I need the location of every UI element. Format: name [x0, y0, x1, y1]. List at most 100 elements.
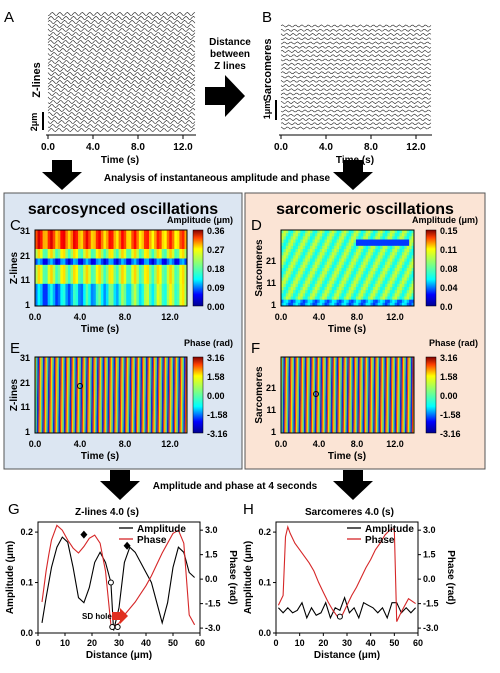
heat-cell — [169, 233, 173, 237]
heat-cell — [399, 280, 403, 285]
heat-cell — [404, 245, 408, 250]
e-heatmap-stripes — [35, 357, 187, 433]
heat-cell — [52, 245, 56, 250]
heat-cell — [116, 274, 119, 278]
d-cbar-tick-4: 0.0 — [440, 302, 453, 312]
heat-cell — [370, 233, 374, 237]
heat-cell — [358, 274, 362, 278]
heat-cell — [399, 299, 403, 304]
heat-cell — [93, 252, 97, 256]
heat-cell — [363, 252, 366, 256]
heat-cell — [285, 236, 289, 240]
heat-cell — [406, 261, 410, 266]
heat-cell — [60, 290, 64, 294]
heat-cell — [317, 230, 320, 234]
phase-stripe — [176, 357, 179, 433]
heat-cell — [409, 239, 412, 243]
phase-stripe — [118, 357, 121, 433]
heat-cell — [317, 302, 320, 307]
heat-cell — [310, 287, 313, 291]
heat-cell — [156, 236, 160, 240]
heat-cell — [317, 242, 320, 247]
heat-cell — [156, 268, 160, 272]
heat-cell — [281, 255, 284, 259]
heat-cell — [348, 245, 352, 250]
phase-stripe — [287, 357, 291, 433]
heat-cell — [57, 268, 61, 272]
heat-cell — [290, 249, 294, 253]
heat-cell — [52, 261, 56, 266]
heat-cell — [37, 245, 41, 250]
heat-cell — [310, 293, 313, 297]
heat-cell — [336, 255, 340, 259]
heat-cell — [62, 271, 66, 275]
heat-cell — [138, 233, 142, 237]
heat-cell — [118, 293, 122, 297]
heat-cell — [372, 264, 376, 269]
heat-cell — [90, 277, 94, 281]
heat-cell — [95, 299, 99, 304]
heat-cell — [65, 290, 69, 294]
heat-cell — [281, 268, 284, 272]
heat-cell — [45, 277, 48, 281]
heat-cell — [339, 245, 342, 250]
heat-cell — [302, 230, 306, 234]
heat-cell — [166, 249, 170, 253]
heat-cell — [141, 264, 145, 269]
heat-cell — [404, 287, 408, 291]
heat-cell — [35, 277, 38, 281]
heat-cell — [297, 271, 301, 275]
heat-cell — [169, 261, 173, 266]
heat-cell — [156, 299, 160, 304]
heat-cell — [406, 271, 410, 275]
heat-cell — [42, 230, 46, 234]
heat-cell — [394, 264, 398, 269]
heat-cell — [123, 249, 127, 253]
heat-cell — [151, 299, 155, 304]
x-tick-label: 40 — [141, 638, 151, 648]
heat-cell — [159, 236, 162, 240]
heat-cell — [83, 296, 86, 300]
heat-cell — [40, 280, 43, 285]
heat-cell — [169, 274, 173, 278]
heat-cell — [319, 287, 323, 291]
heat-cell — [353, 264, 357, 269]
heat-cell — [281, 264, 284, 269]
heat-cell — [126, 239, 130, 243]
heat-cell — [397, 233, 400, 237]
heat-cell — [100, 274, 104, 278]
heat-cell — [307, 274, 311, 278]
heat-cell — [331, 239, 335, 243]
d-xtick-2: 8.0 — [351, 312, 364, 322]
heat-cell — [305, 280, 308, 285]
heat-cell — [108, 283, 112, 288]
y2-tick-label: 0.0 — [205, 574, 218, 584]
heat-cell — [80, 236, 84, 240]
panel-a-axis: 0.0 4.0 8.0 12.0 Time (s) Z-lines 2μm — [29, 62, 196, 166]
heat-cell — [305, 264, 308, 269]
heat-cell — [47, 236, 51, 240]
f-heatmap-stripes — [281, 357, 414, 433]
heat-cell — [322, 261, 325, 266]
heat-cell — [42, 277, 46, 281]
heat-cell — [75, 252, 79, 256]
heat-cell — [83, 280, 86, 285]
heat-cell — [297, 296, 301, 300]
heat-cell — [73, 258, 76, 262]
heat-cell — [372, 255, 376, 259]
heat-cell — [377, 242, 381, 247]
heat-cell — [380, 274, 383, 278]
heat-cell — [146, 271, 150, 275]
heat-cell — [401, 239, 405, 243]
c-ytick-3: 1 — [25, 300, 30, 310]
phase-stripe — [294, 357, 297, 433]
heat-cell — [121, 271, 124, 275]
heat-cell — [143, 302, 147, 307]
heat-cell — [123, 252, 127, 256]
heat-cell — [382, 230, 386, 234]
heat-cell — [346, 287, 350, 291]
heat-cell — [40, 293, 43, 297]
heat-cell — [123, 271, 127, 275]
heat-cell — [353, 230, 357, 234]
heat-cell — [295, 274, 299, 278]
